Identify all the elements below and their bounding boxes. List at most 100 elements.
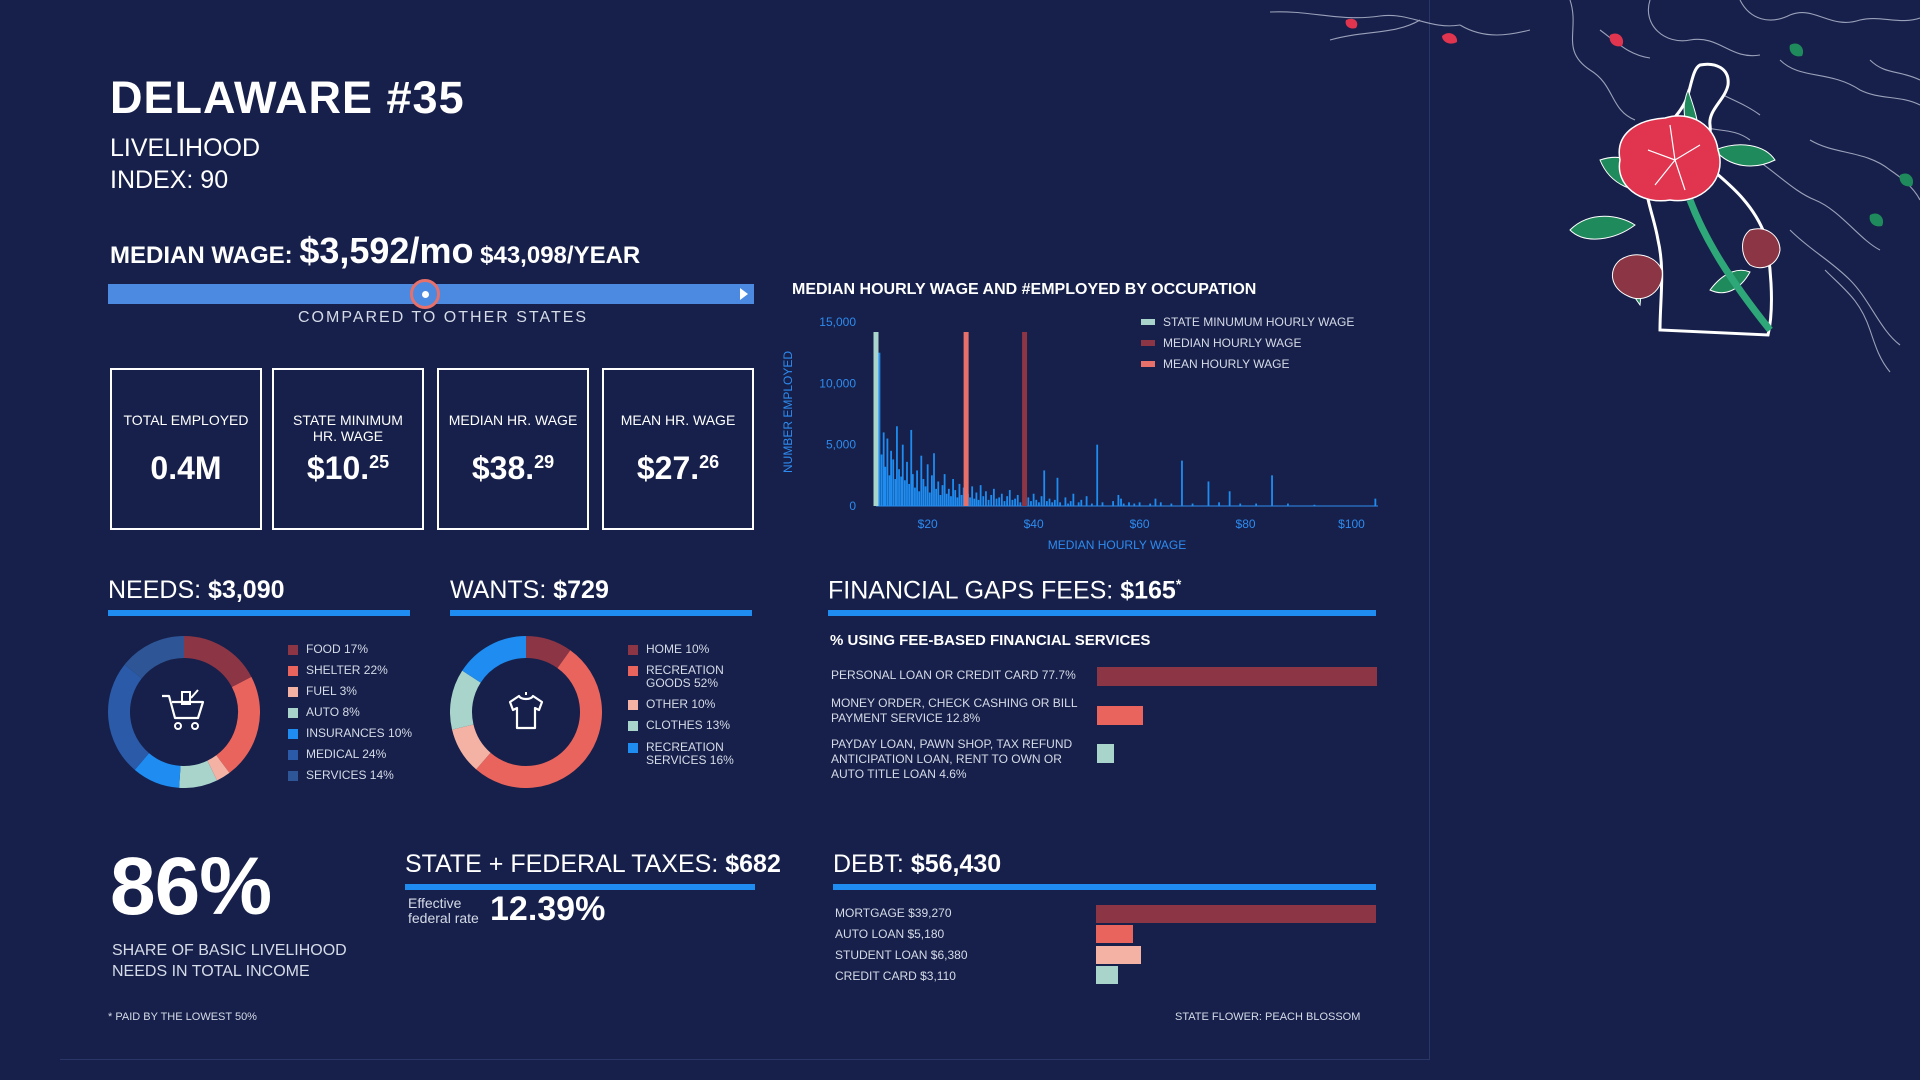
hbar [1096, 946, 1142, 964]
stat-box-mean-wage: MEAN HR. WAGE $27.26 [602, 368, 754, 530]
legend-label: MEDIAN HOURLY WAGE [1163, 336, 1301, 350]
legend-item: FUEL 3% [288, 685, 357, 698]
histogram-bar [1043, 470, 1046, 506]
legend-swatch [1141, 319, 1155, 325]
histogram-bar [886, 438, 889, 506]
histogram-bar [1059, 502, 1062, 506]
legend-item: SHELTER 22% [288, 664, 388, 677]
histogram-bar [982, 496, 985, 506]
histogram-bar [985, 491, 987, 506]
histogram-bar [1112, 501, 1114, 506]
stat-value-cents: 29 [534, 452, 555, 472]
legend-swatch [628, 743, 638, 753]
histogram-bar [930, 475, 933, 506]
wants-amount: $729 [553, 576, 609, 604]
legend-label: STATE MINUMUM HOURLY WAGE [1163, 315, 1354, 329]
stat-value-cents: 26 [699, 452, 720, 472]
histogram-bar [894, 479, 897, 506]
financial-subtitle: % USING FEE-BASED FINANCIAL SERVICES [830, 632, 1151, 649]
histogram-bar [933, 453, 935, 506]
wants-heading: WANTS: $729 [450, 576, 609, 605]
histogram-bar [926, 464, 929, 506]
share-caption-line-1: SHARE OF BASIC LIVELIHOOD [112, 942, 347, 959]
histogram-bar [900, 476, 903, 506]
wage-position-marker [409, 279, 440, 309]
donut-slice [183, 636, 252, 688]
financial-footnote-mark: * [1175, 576, 1182, 592]
legend-label: SERVICES 14% [306, 768, 394, 782]
needs-legend: FOOD 17% SHELTER 22% FUEL 3% AUTO 8% INSURAN… [288, 643, 438, 793]
needs-donut-chart [108, 636, 260, 788]
histogram-bar [947, 488, 950, 506]
legend-label: RECREATION SERVICES 16% [646, 740, 734, 767]
flower-stem [1686, 198, 1773, 333]
stat-value: $10.25 [274, 450, 422, 487]
histogram-bar [1067, 503, 1069, 506]
histogram-bar [1069, 501, 1072, 506]
debt-item-label: CREDIT CARD $3,110 [835, 969, 956, 983]
histogram-bar [920, 455, 923, 506]
legend-swatch [628, 645, 638, 655]
histogram-bar [916, 470, 918, 506]
histogram-bar [888, 475, 891, 506]
debt-label: DEBT: [833, 850, 904, 878]
histogram-bar [1016, 494, 1019, 506]
legend-label: RECREATION GOODS 52% [646, 663, 724, 690]
financial-label: FINANCIAL GAPS FEES: [828, 576, 1114, 605]
histogram-bar [998, 497, 1001, 506]
histogram-bar [990, 494, 993, 506]
footnote-left: * PAID BY THE LOWEST 50% [108, 1011, 257, 1023]
histogram-bar [1096, 444, 1099, 506]
legend-label: FOOD 17% [306, 642, 369, 656]
share-percentage: 86% [110, 841, 272, 932]
histogram-bar [1072, 493, 1075, 506]
wants-rule [450, 610, 752, 616]
tax-rate-value: 12.39% [490, 890, 606, 928]
histogram-bar [987, 499, 990, 506]
page-title: DELAWARE #35 [110, 72, 465, 123]
histogram-bar [945, 493, 948, 506]
legend-label: MEDICAL 24% [306, 747, 387, 761]
wants-legend: HOME 10% RECREATION GOODS 52% OTHER 10% CLO… [628, 643, 778, 793]
histogram-bar [910, 429, 913, 506]
y-tick-label: 15,000 [819, 315, 856, 329]
subtitle-line-2: INDEX: 90 [110, 166, 229, 194]
histogram-bar [1000, 493, 1003, 506]
y-tick-label: 5,000 [826, 438, 856, 452]
histogram-bar [1228, 491, 1231, 506]
financial-item-label: MONEY ORDER, CHECK CASHING OR BILL PAYME… [831, 696, 1078, 725]
wage-histogram: 0 5,000 10,000 15,000 $20 $40 $60 $80 $100 NUMBE… [781, 315, 1378, 552]
histogram-bar [977, 499, 980, 506]
taxes-amount: $682 [725, 850, 781, 878]
histogram-bar [1038, 502, 1040, 506]
legend-swatch [628, 666, 638, 676]
stat-box-total-employed: TOTAL EMPLOYED 0.4M [110, 368, 262, 530]
legend-swatch [288, 708, 298, 718]
donut-slice [124, 636, 185, 679]
histogram-bar [896, 426, 898, 506]
histogram-bar [937, 481, 940, 506]
stat-value: 0.4M [112, 450, 260, 487]
tax-rate-label-line-2: federal rate [408, 910, 479, 926]
histogram-bar [1170, 503, 1173, 506]
histogram-bar [884, 466, 887, 506]
histogram-bar [960, 494, 963, 506]
legend-item: RECREATION GOODS 52% [628, 664, 724, 690]
legend-item: OTHER 10% [628, 698, 715, 711]
hbar [1097, 706, 1144, 725]
histogram-bar [958, 483, 961, 506]
stat-value-main: 0.4M [150, 450, 222, 486]
stat-value-cents: 25 [369, 452, 390, 472]
wage-comparison-caption: COMPARED TO OTHER STATES [298, 309, 589, 326]
histogram-bar [1374, 498, 1377, 506]
histogram-bar [956, 497, 959, 506]
reference-line [873, 332, 879, 506]
legend-item: INSURANCES 10% [288, 727, 412, 740]
financial-amount: $165 [1120, 576, 1176, 605]
histogram-bar [1064, 497, 1067, 506]
histogram-bar [878, 352, 881, 506]
stat-box-min-wage: STATE MINIMUM HR. WAGE $10.25 [272, 368, 424, 530]
stat-label: TOTAL EMPLOYED [123, 412, 249, 428]
petal-accents [1345, 18, 1914, 227]
histogram-bar [971, 486, 974, 506]
